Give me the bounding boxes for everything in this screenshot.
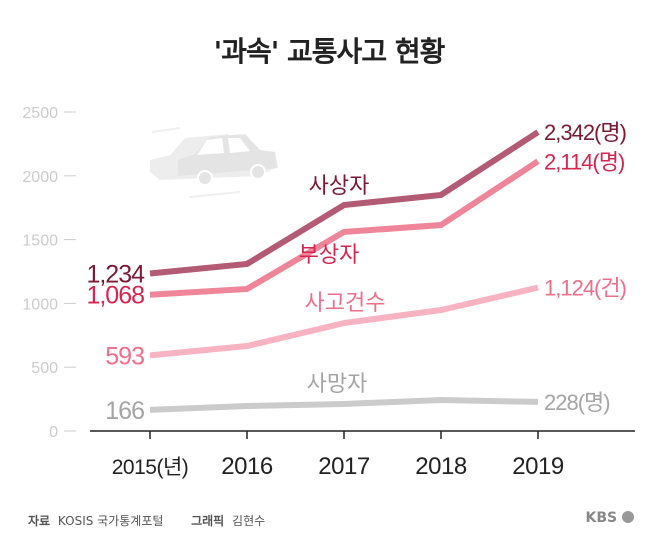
series-line: [149, 396, 539, 413]
footer-credits: 자료 KOSIS 국가통계포털 그래픽 김현수: [28, 512, 269, 529]
start-value-label: 1,234: [86, 261, 145, 289]
y-tick-label: 500: [31, 360, 58, 377]
end-value-label: 2,342(명): [544, 120, 626, 145]
x-tick-label: 2015(년): [112, 456, 189, 479]
end-value-label: 1,124(건): [544, 276, 626, 301]
start-value-label: 166: [105, 397, 144, 425]
logo-text: KBS: [585, 510, 618, 526]
car-illustration-icon: [150, 127, 278, 198]
x-tick-label: 2016: [221, 453, 273, 480]
kbs-logo: KBS: [586, 510, 634, 526]
series-name-label: 사고건수: [305, 291, 386, 316]
graphic-label: 그래픽: [191, 514, 225, 528]
series-name-label: 사상자: [309, 174, 370, 199]
end-value-label: 228(명): [544, 390, 610, 415]
graphic-author: 김현수: [232, 514, 266, 528]
end-value-label: 2,114(명): [544, 149, 624, 174]
x-tick-label: 2018: [415, 453, 467, 480]
chart-title: '과속' 교통사고 현황: [213, 35, 446, 68]
y-tick-label: 2000: [22, 169, 58, 186]
start-value-label: 1,068: [86, 282, 144, 310]
source-label: 자료: [28, 514, 51, 528]
kbs-logo-icon: [622, 511, 634, 523]
series-name-label: 사망자: [307, 372, 368, 397]
x-tick-label: 2017: [318, 453, 370, 480]
source-text: KOSIS 국가통계포털: [57, 514, 164, 528]
x-tick-label: 2019: [512, 453, 564, 480]
y-tick-label: 1000: [22, 296, 58, 313]
start-value-label: 593: [105, 342, 144, 370]
y-tick-label: 1500: [22, 233, 58, 250]
y-tick-label: 0: [49, 424, 58, 441]
series-name-label: 부상자: [299, 243, 360, 268]
y-tick-label: 2500: [22, 105, 58, 122]
